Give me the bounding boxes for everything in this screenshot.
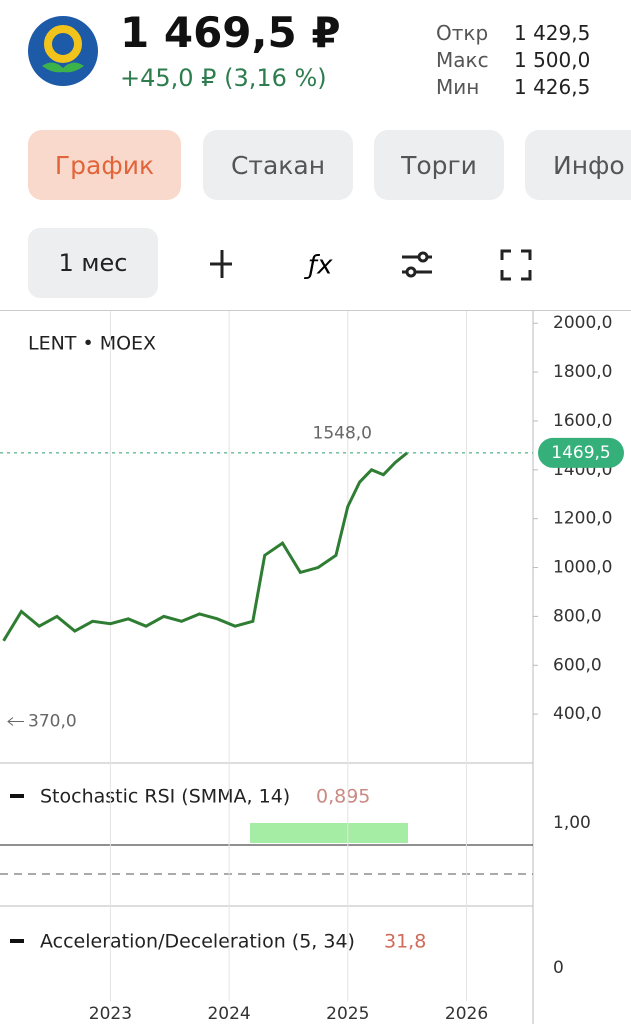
indicator-name: Acceleration/Deceleration (5, 34) — [40, 931, 355, 953]
min-arrow — [7, 717, 24, 726]
price-line — [2, 451, 409, 642]
x-tick-label: 2025 — [326, 1004, 369, 1024]
y-tick-label: 1000,0 — [553, 558, 612, 578]
indicator-area — [250, 823, 408, 843]
function-icon[interactable]: ƒx — [303, 251, 333, 281]
stats: Откр 1 429,5 Макс 1 500,0 Мин 1 426,5 — [436, 20, 590, 101]
chart: LENT • MOEX Stochastic RSI (SMMA, 14) 0,… — [0, 310, 631, 1024]
min-label: 370,0 — [28, 711, 77, 731]
y-tick-label: 400,0 — [553, 704, 602, 724]
tab[interactable]: Торги — [374, 130, 504, 200]
last-price-box — [538, 437, 624, 468]
stat-value: 1 429,5 — [514, 21, 591, 45]
period-button[interactable]: 1 мес — [28, 228, 158, 298]
stat-label: Мин — [436, 75, 480, 99]
indicator-value: 31,8 — [384, 931, 426, 953]
y-tick-label: 800,0 — [553, 606, 602, 626]
tab[interactable]: Инфо — [525, 130, 631, 200]
indicator-tick: 1,00 — [553, 813, 591, 833]
y-tick-label: 1600,0 — [553, 411, 612, 431]
y-tick-label: 1200,0 — [553, 509, 612, 529]
stat-label: Макс — [436, 48, 489, 72]
y-tick-label: 2000,0 — [553, 313, 612, 333]
stat-label: Откр — [436, 21, 489, 45]
indicator-name: Stochastic RSI (SMMA, 14) — [40, 786, 290, 808]
max-label: 1548,0 — [313, 424, 372, 444]
price: 1 469,5 ₽ — [120, 8, 341, 57]
logo — [28, 16, 98, 86]
collapse-icon[interactable] — [10, 939, 24, 943]
price-change: +45,0 ₽ (3,16 %) — [120, 64, 327, 92]
tab[interactable]: График — [28, 130, 181, 200]
x-tick-label: 2023 — [89, 1004, 132, 1024]
chart-title: LENT • MOEX — [28, 333, 156, 355]
x-tick-label: 2026 — [445, 1004, 488, 1024]
last-price-label: 1469,5 — [551, 443, 610, 463]
label-box — [0, 781, 380, 813]
indicator-value: 0,895 — [316, 786, 370, 808]
label-box — [0, 925, 430, 957]
fullscreen-icon[interactable] — [500, 249, 532, 281]
toolbar: ƒx — [210, 249, 532, 281]
y-tick-label: 1800,0 — [553, 362, 612, 382]
y-tick-label: 600,0 — [553, 655, 602, 675]
x-tick-label: 2024 — [207, 1004, 250, 1024]
stat-value: 1 500,0 — [514, 48, 591, 72]
tab[interactable]: Стакан — [203, 130, 353, 200]
indicator-tick: 0 — [553, 958, 564, 978]
collapse-icon[interactable] — [10, 794, 24, 798]
crosshair-icon[interactable] — [210, 250, 232, 278]
stat-value: 1 426,5 — [514, 75, 591, 99]
settings-icon[interactable] — [402, 251, 432, 278]
